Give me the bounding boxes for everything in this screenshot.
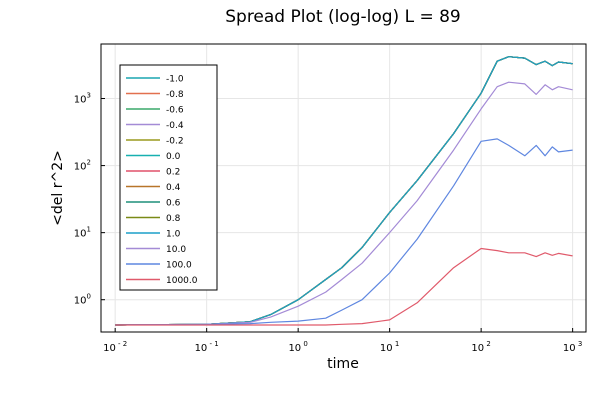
legend-label-1000.0: 1000.0: [166, 276, 198, 286]
y-axis-ticks: 100 101 102 103: [74, 92, 105, 307]
legend-label-0.0: 0.0: [166, 152, 181, 162]
x-tick-label-4: 10 2: [471, 340, 490, 354]
legend-label--0.6: -0.6: [166, 106, 184, 116]
legend-label-10.0: 10.0: [166, 245, 186, 255]
series-line-10.0: [115, 81, 573, 326]
y-axis-label: <del r^2>: [50, 150, 66, 226]
legend-label-100.0: 100.0: [166, 261, 192, 271]
y-tick-label-3: 103: [74, 92, 91, 106]
y-tick-label-2: 102: [74, 159, 91, 173]
series-layer: [115, 56, 573, 326]
legend-label--0.8: -0.8: [166, 90, 184, 100]
x-tick-label-3: 10 1: [380, 340, 399, 354]
y-tick-label-0: 100: [74, 293, 91, 307]
x-tick-label-2: 10 0: [288, 340, 307, 354]
x-tick-label-5: 10 3: [563, 340, 582, 354]
series-line-100.0: [115, 138, 573, 326]
legend-box: [119, 64, 218, 291]
legend: -1.0 -0.8 -0.6 -0.4 -0.2 0.0 0.2 0.4 0.6 0.8 1.0 10…: [119, 64, 218, 291]
chart-title: Spread Plot (log-log) L = 89: [225, 7, 461, 27]
x-axis-label: time: [327, 356, 359, 372]
series-line-1000.0: [115, 247, 573, 326]
legend-label-1.0: 1.0: [166, 230, 181, 240]
legend-label--1.0: -1.0: [166, 75, 184, 85]
legend-label-0.6: 0.6: [166, 199, 181, 209]
series-line-1.0: [115, 56, 573, 326]
plot-frame: [100, 43, 587, 333]
legend-label-0.8: 0.8: [166, 214, 181, 224]
legend-label-0.2: 0.2: [166, 168, 180, 178]
legend-label-0.4: 0.4: [166, 183, 181, 193]
legend-label--0.4: -0.4: [166, 121, 184, 131]
x-tick-label-0: 10 - 2: [103, 340, 127, 354]
y-tick-label-1: 101: [74, 226, 91, 240]
x-axis-ticks: 10 - 2 10 - 1 10 0 10 1 10 2 10 3: [103, 328, 582, 354]
legend-label--0.2: -0.2: [166, 137, 184, 147]
x-tick-label-1: 10 - 1: [195, 340, 219, 354]
